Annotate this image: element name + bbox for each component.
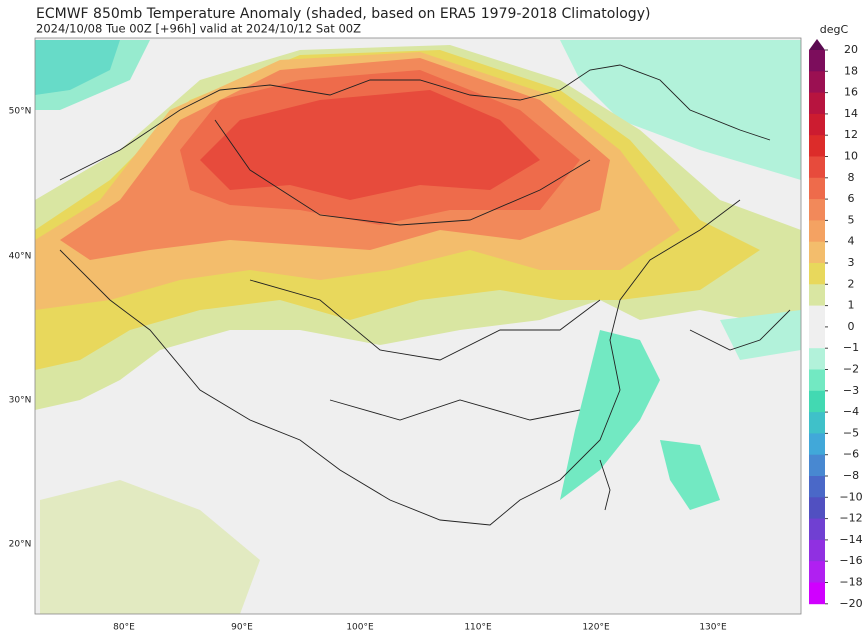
colorbar-label: 5 xyxy=(848,213,855,226)
map-area xyxy=(35,38,801,614)
colorbar-box xyxy=(809,348,825,370)
colorbar-label: −6 xyxy=(843,448,859,461)
colorbar-label: −4 xyxy=(843,405,859,418)
cold-anomaly xyxy=(560,40,801,180)
colorbar-label: −2 xyxy=(843,363,859,376)
colorbar-box xyxy=(809,433,825,456)
colorbar-box xyxy=(809,50,825,72)
colorbar-box xyxy=(809,284,825,306)
longitude-label: 90°E xyxy=(231,623,253,633)
warm-anomaly xyxy=(40,480,260,614)
colorbar-label: −10 xyxy=(839,490,862,503)
longitude-label: 80°E xyxy=(113,623,135,633)
colorbar-label: −16 xyxy=(839,554,862,567)
colorbar-label: −20 xyxy=(839,597,862,610)
longitude-label: 110°E xyxy=(464,623,492,633)
longitude-label: 120°E xyxy=(582,623,610,633)
colorbar: 20181614121086543210−1−2−3−4−5−6−8−10−12… xyxy=(809,39,863,610)
colorbar-label: 6 xyxy=(848,192,855,205)
longitude-label: 100°E xyxy=(346,623,374,633)
colorbar-label: −8 xyxy=(843,469,859,482)
colorbar-label: −5 xyxy=(843,426,859,439)
colorbar-box xyxy=(809,71,825,93)
coastline xyxy=(689,309,791,351)
colorbar-box xyxy=(809,241,825,264)
colorbar-label: −14 xyxy=(839,533,862,546)
colorbar-box xyxy=(809,177,825,200)
colorbar-box xyxy=(809,539,825,562)
colorbar-box xyxy=(809,220,825,243)
colorbar-box xyxy=(809,135,825,157)
axis-labels: 50°N 40°N 30°N 20°N 80°E 90°E 100°E 110°E 120°E 1… xyxy=(9,107,727,633)
colorbar-label: −18 xyxy=(839,576,862,589)
warm-anomaly xyxy=(200,90,540,200)
colorbar-extend xyxy=(809,39,825,50)
colorbar-label: 18 xyxy=(844,64,858,77)
colorbar-label: −1 xyxy=(843,341,859,354)
colorbar-box xyxy=(809,390,825,413)
colorbar-label: 10 xyxy=(844,150,858,163)
colorbar-label: 14 xyxy=(844,107,858,120)
colorbar-box xyxy=(809,113,825,136)
colorbar-label: 1 xyxy=(848,299,855,312)
colorbar-label: 8 xyxy=(848,171,855,184)
colorbar-label: −3 xyxy=(843,384,859,397)
cold-anomaly xyxy=(720,310,801,360)
colorbar-box xyxy=(809,518,825,541)
colorbar-box xyxy=(809,156,825,179)
colorbar-box xyxy=(809,199,825,221)
colorbar-label: 4 xyxy=(848,235,855,248)
colorbar-box xyxy=(809,369,825,392)
colorbar-box xyxy=(809,561,825,583)
colorbar-unit: degC xyxy=(820,23,849,36)
colorbar-label: 0 xyxy=(848,320,855,333)
colorbar-box xyxy=(809,326,825,349)
longitude-label: 130°E xyxy=(699,623,727,633)
province-border xyxy=(329,399,581,421)
latitude-label: 40°N xyxy=(9,252,32,262)
cold-anomaly xyxy=(35,40,150,110)
colorbar-box xyxy=(809,412,825,434)
country-border xyxy=(59,199,741,526)
colorbar-box xyxy=(809,476,825,498)
coastline xyxy=(599,459,611,511)
country-border xyxy=(214,119,591,226)
province-border xyxy=(249,279,601,361)
colorbar-box xyxy=(809,92,825,115)
colorbar-box xyxy=(809,263,825,285)
colorbar-label: 3 xyxy=(848,256,855,269)
colorbar-box xyxy=(809,582,825,605)
country-border xyxy=(59,64,771,181)
colorbar-label: 20 xyxy=(844,43,858,56)
colorbar-label: −12 xyxy=(839,512,862,525)
colorbar-box xyxy=(809,497,825,519)
subtitle: 2024/10/08 Tue 00Z [+96h] valid at 2024/… xyxy=(36,22,361,36)
colorbar-label: 16 xyxy=(844,86,858,99)
latitude-label: 20°N xyxy=(9,540,32,550)
cold-anomaly xyxy=(660,440,720,510)
latitude-label: 30°N xyxy=(9,396,32,406)
title: ECMWF 850mb Temperature Anomaly (shaded,… xyxy=(36,6,650,22)
map-frame xyxy=(34,37,802,615)
colorbar-label: 2 xyxy=(848,277,855,290)
colorbar-label: 12 xyxy=(844,128,858,141)
colorbar-box xyxy=(809,305,825,328)
colorbar-box xyxy=(809,454,825,477)
latitude-label: 50°N xyxy=(9,107,32,117)
